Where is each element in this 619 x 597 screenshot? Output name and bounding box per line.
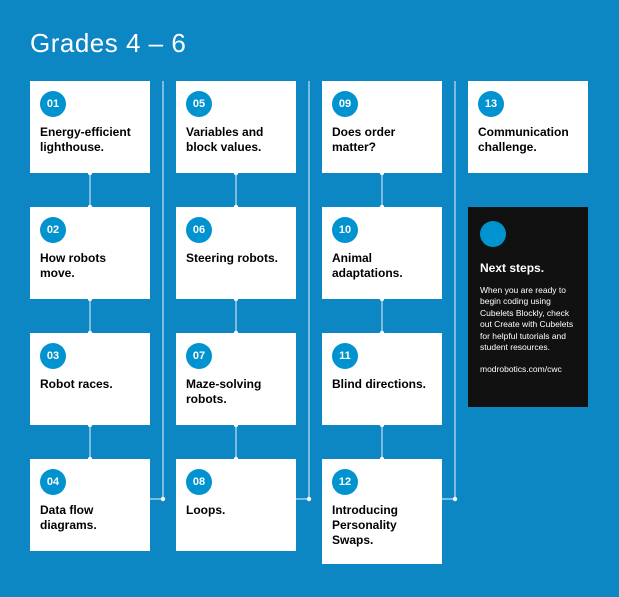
- lesson-number-badge: 01: [40, 91, 66, 117]
- lesson-title: Steering robots.: [186, 251, 286, 266]
- lesson-number-badge: 09: [332, 91, 358, 117]
- lesson-title: Maze-solving robots.: [186, 377, 286, 407]
- lesson-number-badge: 06: [186, 217, 212, 243]
- lesson-card-01: 01 Energy-efficient lighthouse.: [30, 81, 150, 173]
- lesson-number-badge: 02: [40, 217, 66, 243]
- lesson-card-07: 07 Maze-solving robots.: [176, 333, 296, 425]
- lesson-number-badge: 08: [186, 469, 212, 495]
- lesson-title: Communication challenge.: [478, 125, 578, 155]
- lesson-number-badge: 12: [332, 469, 358, 495]
- next-steps-url: modrobotics.com/cwc: [480, 364, 576, 374]
- lesson-card-08: 08 Loops.: [176, 459, 296, 551]
- lesson-number-badge: 04: [40, 469, 66, 495]
- lesson-number-badge: 07: [186, 343, 212, 369]
- lesson-card-06: 06 Steering robots.: [176, 207, 296, 299]
- lesson-card-12: 12 Introducing Personality Swaps.: [322, 459, 442, 564]
- lesson-title: Robot races.: [40, 377, 140, 392]
- lesson-title: Data flow diagrams.: [40, 503, 140, 533]
- lesson-title: Loops.: [186, 503, 286, 518]
- lesson-title: Variables and block values.: [186, 125, 286, 155]
- lesson-title: How robots move.: [40, 251, 140, 281]
- lesson-card-04: 04 Data flow diagrams.: [30, 459, 150, 551]
- next-steps-box: Next steps. When you are ready to begin c…: [468, 207, 588, 407]
- lesson-card-02: 02 How robots move.: [30, 207, 150, 299]
- lesson-title: Does order matter?: [332, 125, 432, 155]
- next-steps-body: When you are ready to begin coding using…: [480, 285, 576, 354]
- curriculum-poster: Grades 4 – 6 01 Energy-efficient lighthou…: [0, 0, 619, 597]
- lesson-card-09: 09 Does order matter?: [322, 81, 442, 173]
- lesson-title: Animal adaptations.: [332, 251, 432, 281]
- lesson-card-11: 11 Blind directions.: [322, 333, 442, 425]
- lesson-number-badge: 10: [332, 217, 358, 243]
- lesson-number-badge: 05: [186, 91, 212, 117]
- lesson-title: Introducing Personality Swaps.: [332, 503, 432, 548]
- lesson-card-10: 10 Animal adaptations.: [322, 207, 442, 299]
- next-steps-title: Next steps.: [480, 261, 576, 275]
- page-title: Grades 4 – 6: [30, 28, 589, 59]
- lesson-number-badge: 11: [332, 343, 358, 369]
- lesson-card-13: 13 Communication challenge.: [468, 81, 588, 173]
- next-steps-dot-icon: [480, 221, 506, 247]
- lesson-title: Energy-efficient lighthouse.: [40, 125, 140, 155]
- lesson-title: Blind directions.: [332, 377, 432, 392]
- lesson-number-badge: 03: [40, 343, 66, 369]
- lesson-card-03: 03 Robot races.: [30, 333, 150, 425]
- lesson-card-05: 05 Variables and block values.: [176, 81, 296, 173]
- card-grid: 01 Energy-efficient lighthouse. 02 How robo…: [30, 81, 589, 569]
- lesson-number-badge: 13: [478, 91, 504, 117]
